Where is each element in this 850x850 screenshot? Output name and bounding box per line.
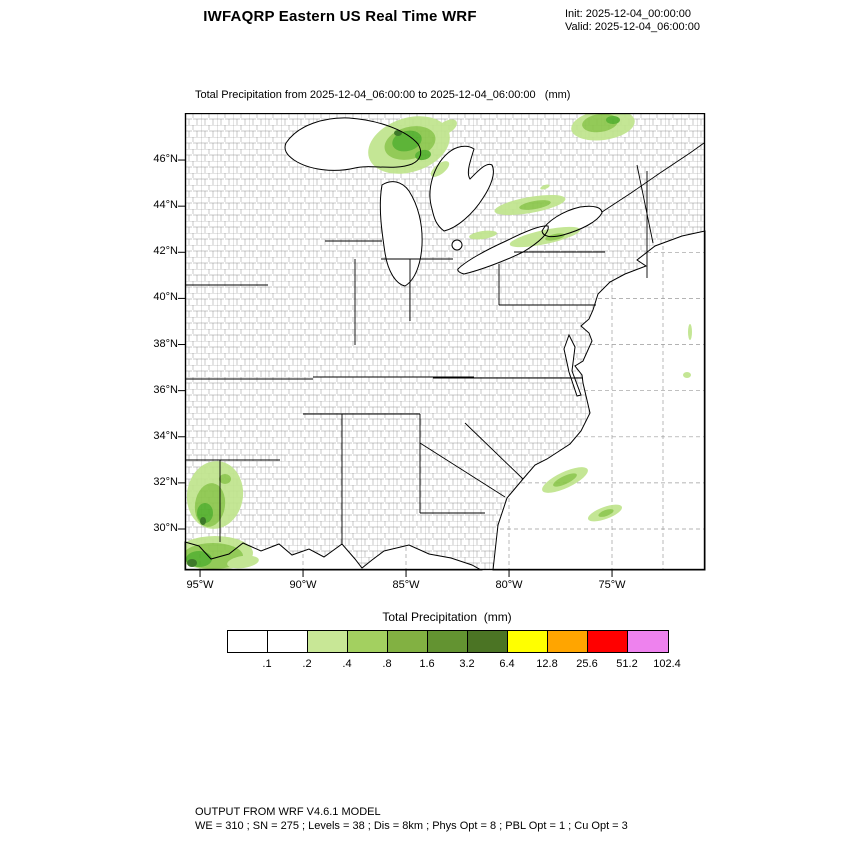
precip-area (394, 130, 402, 136)
precip-area (688, 324, 692, 340)
precip-area (227, 555, 259, 569)
precip-area (606, 116, 620, 124)
lat-tick-label: 40°N (153, 291, 178, 304)
lat-tick-label: 42°N (153, 245, 178, 258)
model-info-line1: OUTPUT FROM WRF V4.6.1 MODEL (195, 806, 381, 818)
precip-area (219, 474, 231, 484)
lat-tick-label: 36°N (153, 383, 178, 396)
precip-area (598, 509, 614, 517)
colorbar-cell (588, 631, 628, 652)
run-times: Init: 2025-12-04_00:00:00 Valid: 2025-12… (565, 8, 700, 34)
map-subtitle: Total Precipitation from 2025-12-04_06:0… (195, 89, 571, 101)
colorbar-cell (508, 631, 548, 652)
precip-area (469, 230, 497, 240)
colorbar-cell (348, 631, 388, 652)
colorbar-cell (308, 631, 348, 652)
colorbar-cell (228, 631, 268, 652)
state-boundaries (185, 164, 654, 545)
colorbar-cell (548, 631, 588, 652)
colorbar-tick-label: .8 (382, 658, 392, 670)
init-time-label: Init: 2025-12-04_00:00:00 (565, 8, 691, 20)
precipitation-map (178, 113, 706, 577)
map-frame (184, 113, 706, 571)
precip-area (197, 503, 213, 523)
colorbar-title: Total Precipitation (mm) (382, 610, 512, 624)
colorbar-tick-label: 3.2 (459, 658, 475, 670)
colorbar-cell (428, 631, 468, 652)
st-lawrence-river (601, 142, 705, 213)
precip-area (553, 473, 577, 487)
colorbar-tick-label: 12.8 (536, 658, 558, 670)
colorbar-cell (388, 631, 428, 652)
colorbar-tick-label: 25.6 (576, 658, 598, 670)
colorbar-tick-label: 6.4 (499, 658, 515, 670)
colorbar-tick-label: .2 (302, 658, 312, 670)
precip-area (392, 130, 422, 152)
lat-tick-label: 46°N (153, 153, 178, 166)
precip-area (540, 184, 550, 190)
precip-area (187, 559, 197, 567)
colorbar (227, 630, 669, 653)
lat-tick-label: 32°N (153, 475, 178, 488)
lat-tick-label: 30°N (153, 522, 178, 534)
colorbar-tick-label: .4 (342, 658, 352, 670)
model-info: OUTPUT FROM WRF V4.6.1 MODEL WE = 310 ; … (195, 805, 628, 833)
model-info-line2: WE = 310 ; SN = 275 ; Levels = 38 ; Dis … (195, 820, 628, 832)
precip-area (509, 226, 581, 248)
precip-area (430, 161, 450, 177)
colorbar-tick-label: 51.2 (616, 658, 638, 670)
precip-area (683, 372, 691, 378)
lat-tick-label: 44°N (153, 199, 178, 212)
lat-tick-label: 38°N (153, 337, 178, 350)
colorbar-cell (268, 631, 308, 652)
colorbar-cell (468, 631, 508, 652)
precip-area (437, 119, 457, 135)
colorbar-tick-label: .1 (262, 658, 272, 670)
page-title: IWFAQRP Eastern US Real Time WRF (203, 8, 477, 25)
valid-time-label: Valid: 2025-12-04_06:00:00 (565, 21, 700, 33)
axis-ticks (178, 159, 613, 577)
colorbar-tick-label: 102.4 (653, 658, 681, 670)
precipitation-layer (185, 113, 692, 570)
colorbar-cell (628, 631, 668, 652)
colorbar-tick-label: 1.6 (419, 658, 435, 670)
lat-tick-label: 34°N (153, 429, 178, 442)
precip-area (519, 200, 551, 210)
precip-area (200, 517, 206, 525)
